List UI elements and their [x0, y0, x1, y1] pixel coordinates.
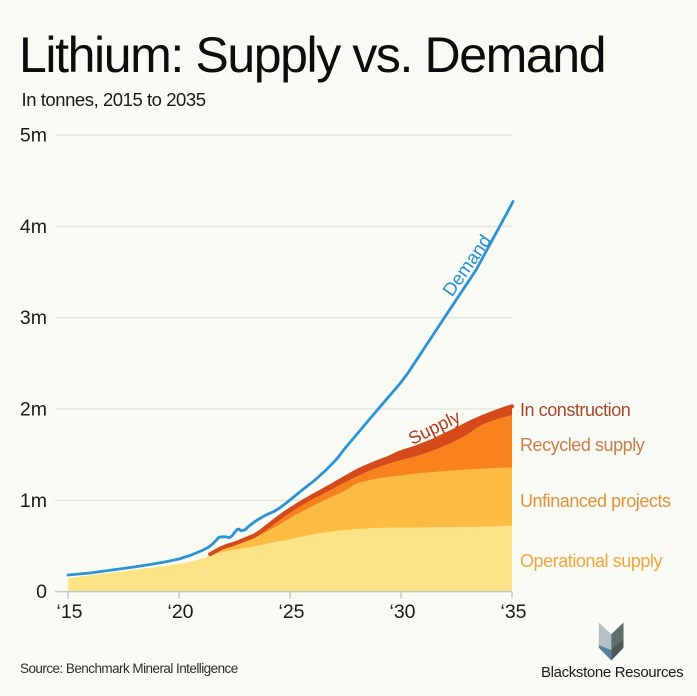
svg-text:‘30: ‘30	[389, 601, 415, 623]
svg-text:2m: 2m	[20, 399, 47, 421]
svg-text:‘25: ‘25	[278, 601, 304, 623]
svg-text:1m: 1m	[20, 490, 47, 512]
svg-text:‘35: ‘35	[500, 601, 526, 623]
svg-text:4m: 4m	[20, 216, 47, 238]
svg-text:3m: 3m	[20, 307, 47, 329]
svg-text:‘15: ‘15	[56, 601, 82, 623]
svg-text:‘20: ‘20	[167, 601, 193, 623]
svg-text:0: 0	[36, 581, 47, 603]
svg-text:Demand: Demand	[438, 231, 495, 300]
svg-text:5m: 5m	[20, 125, 47, 147]
